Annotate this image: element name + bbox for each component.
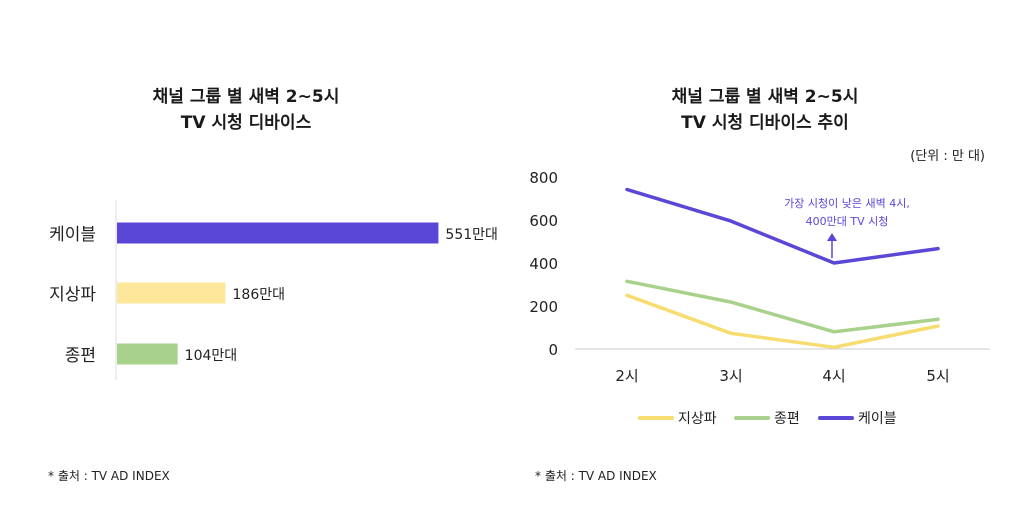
unit-label: (단위 : 만 대): [910, 149, 985, 164]
left-chart-title: 채널 그룹 별 새벽 2~5시 TV 시청 디바이스: [96, 84, 396, 136]
bar-value-label: 104만대: [185, 348, 237, 364]
series-line-2: [625, 279, 940, 334]
line-chart: (단위 : 만 대) 가장 시청이 낮은 새벽 4시, 400만대 TV 시청 …: [529, 149, 990, 427]
right-chart-title-line1: 채널 그룹 별 새벽 2~5시: [671, 87, 859, 107]
bar-1: [117, 222, 439, 244]
left-chart-title-line2: TV 시청 디바이스: [180, 113, 312, 133]
y-tick-label: 400: [529, 255, 558, 273]
left-chart-title-line1: 채널 그룹 별 새벽 2~5시: [152, 87, 340, 107]
y-tick-label: 200: [529, 298, 558, 316]
x-tick-label: 4시: [822, 367, 845, 385]
right-chart-title-line2: TV 시청 디바이스 추이: [681, 113, 849, 133]
bar-value-label: 551만대: [445, 227, 497, 243]
annotation-line2: 400만대 TV 시청: [806, 215, 889, 228]
bar-3: [117, 343, 178, 365]
series-line-1: [625, 293, 940, 350]
legend-label: 지상파: [678, 411, 717, 427]
x-tick-label: 2시: [615, 367, 638, 385]
x-tick-label: 5시: [926, 367, 949, 385]
y-tick-label: 0: [548, 341, 558, 359]
left-source-note: * 출처 : TV AD INDEX: [48, 469, 170, 483]
y-tick-label: 800: [529, 169, 558, 187]
legend-label: 케이블: [858, 411, 897, 427]
bar-category-label: 지상파: [49, 285, 96, 305]
bar-category-label: 종편: [65, 346, 96, 366]
legend-label: 종편: [774, 411, 800, 427]
annotation-arrow-head-icon: [827, 233, 837, 241]
bar-2: [117, 282, 226, 304]
annotation: 가장 시청이 낮은 새벽 4시, 400만대 TV 시청: [784, 197, 910, 258]
x-tick-label: 3시: [719, 367, 742, 385]
right-chart-title: 채널 그룹 별 새벽 2~5시 TV 시청 디바이스 추이: [610, 84, 920, 136]
bar-value-label: 186만대: [233, 287, 285, 303]
right-source-note: * 출처 : TV AD INDEX: [535, 469, 657, 483]
series-line-3: [625, 187, 940, 265]
y-tick-label: 600: [529, 212, 558, 230]
bar-category-label: 케이블: [49, 225, 96, 245]
annotation-line1: 가장 시청이 낮은 새벽 4시,: [784, 197, 910, 210]
